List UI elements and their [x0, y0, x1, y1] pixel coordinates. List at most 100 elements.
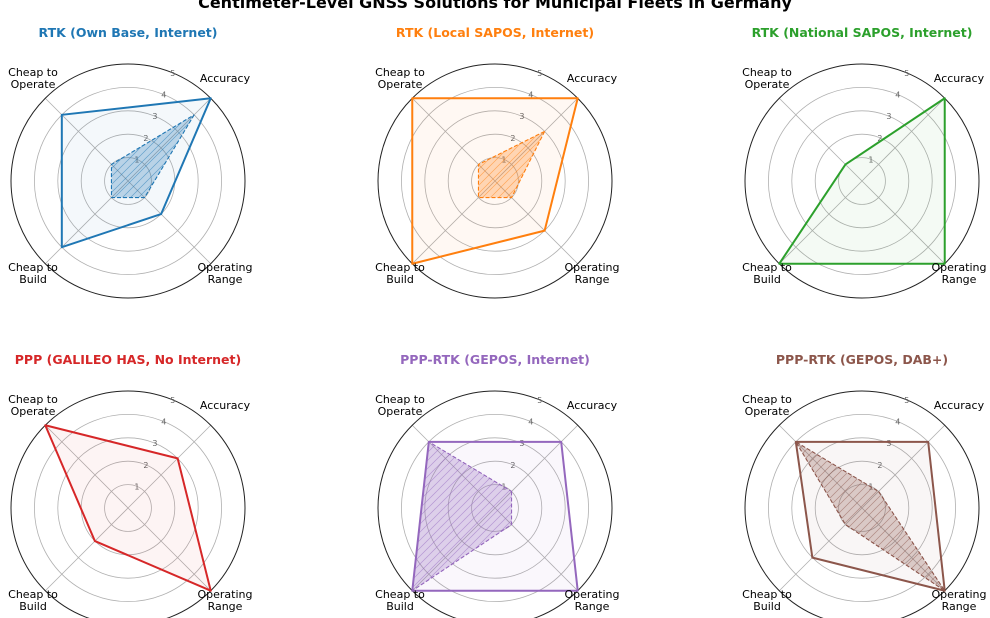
axis-category-label: Cheap to Operate [375, 66, 425, 91]
series-outline [794, 440, 946, 592]
grid-ring [814, 460, 910, 556]
axis-spoke [778, 97, 863, 182]
radial-tick-label: 4 [161, 418, 166, 427]
grid-ring [104, 484, 152, 532]
series-area [61, 98, 211, 248]
axis-category-label: Cheap to Build [8, 588, 58, 613]
axis-category-label: Operating Range [565, 261, 620, 286]
axis-category-label: Cheap to Operate [8, 393, 58, 418]
axis-category-label: Accuracy [567, 72, 618, 85]
radial-tick-label: 4 [528, 418, 533, 427]
radial-tick-label: 4 [528, 91, 533, 100]
grid-ring [34, 413, 222, 602]
radial-tick-label: 1 [501, 482, 506, 491]
outer-frame [744, 63, 980, 299]
axis-category-label: Cheap to Build [8, 261, 58, 286]
grid-ring [34, 87, 222, 275]
radar-chart-4: PPP (GALILEO HAS, No Internet) 1 2 3 4 5 Accur… [8, 352, 253, 618]
secondary-series-hatch [412, 441, 512, 591]
axis-category-label: Cheap to Operate [8, 66, 58, 91]
grid-ring [400, 413, 589, 602]
radial-tick-label: 2 [877, 134, 882, 143]
axis-category-label: Cheap to Build [742, 261, 792, 286]
radial-tick-label: 3 [886, 439, 891, 448]
radar-chart-3: RTK (National SAPOS, Internet) 1 2 3 4 5 Accur… [742, 25, 987, 299]
radial-tick-label: 2 [877, 461, 882, 470]
series-area [779, 98, 945, 264]
axis-spoke [127, 507, 212, 592]
radial-tick-label: 2 [510, 134, 515, 143]
radial-tick-label: 3 [886, 112, 891, 121]
chart-title: PPP-RTK (GEPOS, DAB+) [776, 352, 948, 367]
series-area [412, 98, 578, 264]
radial-tick-label: 5 [537, 396, 542, 405]
axis-category-label: Cheap to Operate [742, 66, 792, 91]
grid-ring [400, 87, 589, 275]
grid-ring [57, 437, 199, 579]
series-outline [44, 424, 212, 592]
outer-frame [377, 390, 613, 618]
axis-category-label: Cheap to Operate [375, 393, 425, 418]
axis-category-label: Accuracy [934, 72, 985, 85]
axis-category-label: Cheap to Build [375, 261, 425, 286]
series-outline [60, 97, 212, 249]
axis-category-label: Cheap to Build [742, 588, 792, 613]
radial-tick-label: 4 [161, 91, 166, 100]
radar-chart-1: RTK (Own Base, Internet)12345AccuracyOpe… [8, 25, 253, 299]
radial-tick-label: 2 [510, 461, 515, 470]
axis-spoke [44, 424, 129, 509]
grid-ring [814, 133, 910, 229]
grid-ring [424, 110, 566, 252]
chart-title: RTK (Local SAPOS, Internet) [396, 25, 594, 40]
axis-category-label: Accuracy [200, 399, 251, 412]
grid-ring [768, 413, 957, 602]
axis-category-label: Cheap to Operate [742, 393, 792, 418]
radial-tick-label: 2 [143, 461, 148, 470]
outer-frame [10, 63, 246, 299]
radial-tick-label: 4 [895, 418, 900, 427]
series-area [45, 425, 211, 591]
outer-frame [10, 390, 246, 618]
axis-category-label: Cheap to Build [375, 588, 425, 613]
grid-ring [57, 110, 199, 252]
radial-tick-label: 5 [170, 396, 175, 405]
radial-tick-label: 5 [170, 69, 175, 78]
secondary-series-hatch [111, 114, 195, 198]
axis-category-label: Accuracy [200, 72, 251, 85]
axis-category-label: Accuracy [934, 399, 985, 412]
series-area [412, 441, 578, 591]
axis-spoke [861, 97, 946, 182]
axis-category-label: Operating Range [932, 261, 987, 286]
radial-tick-label: 1 [868, 155, 873, 164]
axis-spoke [861, 180, 946, 265]
series-outline [778, 97, 946, 265]
axis-category-label: Operating Range [565, 588, 620, 613]
grid-ring [838, 157, 886, 205]
axis-spoke [778, 180, 863, 265]
radial-tick-label: 2 [143, 134, 148, 143]
secondary-series-hatch [478, 131, 545, 198]
axis-category-label: Operating Range [932, 588, 987, 613]
series-area [795, 441, 945, 591]
outer-frame [377, 63, 613, 299]
chart-title: PPP-RTK (GEPOS, Internet) [400, 352, 590, 367]
axis-category-label: Accuracy [567, 399, 618, 412]
series-outline [411, 97, 579, 265]
radial-tick-label: 5 [904, 396, 909, 405]
axis-spoke [44, 507, 129, 592]
chart-title: PPP (GALILEO HAS, No Internet) [15, 352, 241, 367]
radial-tick-label: 5 [904, 69, 909, 78]
radial-tick-label: 1 [134, 482, 139, 491]
series-outline [411, 440, 579, 592]
radial-tick-label: 4 [895, 91, 900, 100]
grid-ring [447, 133, 543, 229]
radar-chart-2: RTK (Local SAPOS, Internet)12345Accuracy… [375, 25, 620, 299]
grid-ring [791, 110, 933, 252]
chart-title: RTK (Own Base, Internet) [39, 25, 218, 40]
outer-frame [744, 390, 980, 618]
secondary-series-hatch [795, 441, 945, 591]
chart-title: RTK (National SAPOS, Internet) [752, 25, 973, 40]
radial-tick-label: 3 [152, 112, 157, 121]
grid-ring [768, 87, 957, 275]
